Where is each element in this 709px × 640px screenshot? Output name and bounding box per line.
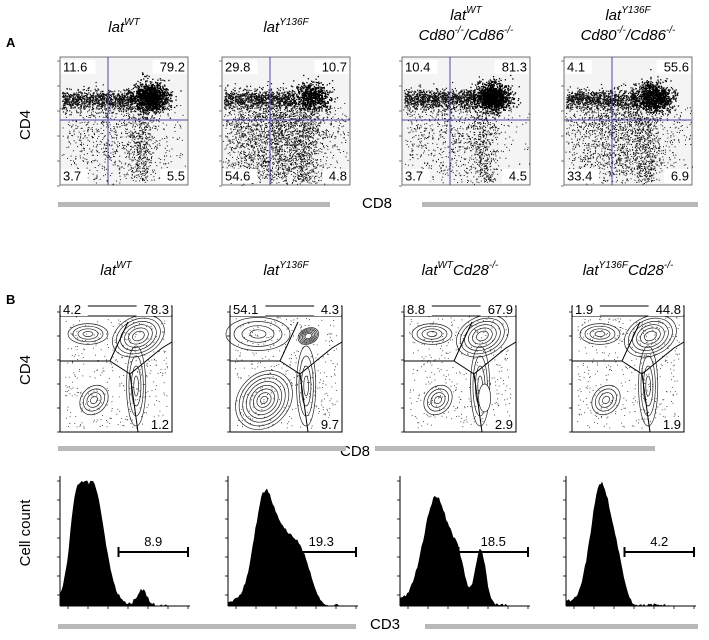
gate-bottom-right-value: 9.7 — [321, 417, 339, 432]
panel-a-x-axis-title: CD8 — [362, 195, 392, 212]
panel-b-y-axis-title: CD4 — [17, 355, 34, 385]
panel-a-plot-2: latY136F 29.8 10.7 54.6 4.8 — [219, 17, 350, 186]
panel-b-hist-y-axis-title: Cell count — [17, 499, 34, 567]
gate-top-left-value: 54.1 — [233, 302, 258, 317]
gate-bottom-right-value: 1.9 — [663, 417, 681, 432]
quadrant-bottom-right-value: 5.5 — [167, 169, 185, 184]
panel-a-plot-4-title-line2: Cd80-/-/Cd86-/- — [581, 25, 676, 44]
quadrant-top-right-value: 10.7 — [322, 60, 347, 75]
histogram-gate-value: 4.2 — [650, 534, 668, 549]
quadrant-top-right-value: 55.6 — [664, 60, 689, 75]
gate-top-right-value: 67.9 — [488, 302, 513, 317]
histogram-2: 19.3 — [225, 476, 358, 609]
panel-label-b: B — [6, 292, 15, 307]
quadrant-bottom-left-value: 3.7 — [63, 169, 81, 184]
quadrant-bottom-left-value: 54.6 — [225, 169, 250, 184]
quadrant-bottom-right-value: 4.5 — [509, 169, 527, 184]
panel-a-plot-2-title: latY136F — [263, 17, 309, 36]
quadrant-top-left-value: 11.6 — [63, 60, 87, 75]
panel-a-y-axis-title: CD4 — [17, 110, 34, 140]
gate-bottom-right-value: 2.9 — [495, 417, 513, 432]
panel-b-contour-plots: latWT 4.2 78.3 1.2 latY136F 54.1 4.3 9.7 latWTCd… — [57, 260, 684, 441]
panel-a-plots: latWT 11.6 79.2 3.7 5.5 latY136F 29.8 10.7 54.6 4… — [57, 5, 693, 186]
histogram-fill — [400, 496, 530, 606]
panel-b-hist-x-bar-right — [425, 624, 698, 629]
histogram-gate-value: 19.3 — [309, 534, 334, 549]
panel-a-x-bar-left — [58, 202, 330, 207]
panel-a-plot-4-title: latY136F — [605, 5, 651, 24]
panel-b-plot-2: latY136F 54.1 4.3 9.7 — [224, 260, 342, 441]
quadrant-top-left-value: 4.1 — [567, 60, 585, 75]
panel-label-a: A — [6, 35, 16, 50]
panel-b-plot-4-title: latY136FCd28-/- — [583, 260, 674, 279]
quadrant-bottom-left-value: 33.4 — [567, 169, 592, 184]
quadrant-top-left-value: 10.4 — [405, 60, 430, 75]
panel-b-plot-1: latWT 4.2 78.3 1.2 — [57, 260, 172, 432]
histogram-fill — [566, 482, 696, 606]
panel-b-plot-3: latWTCd28-/- 8.8 67.9 2.9 — [401, 260, 516, 432]
gate-top-left-value: 1.9 — [575, 302, 593, 317]
panel-b-plot-1-title: latWT — [100, 260, 132, 279]
panel-b-plot-frame — [60, 306, 172, 432]
gate-top-left-value: 8.8 — [407, 302, 425, 317]
panel-a-plot-frame — [402, 57, 530, 185]
panel-b-x-bar-right — [375, 446, 655, 451]
panel-b-plot-3-title: latWTCd28-/- — [422, 260, 499, 279]
gate-bottom-right-value: 1.2 — [151, 417, 169, 432]
panel-a-x-bar-right — [422, 202, 698, 207]
panel-b-hist-x-axis-title: CD3 — [370, 616, 400, 633]
gate-top-right-value: 44.8 — [656, 302, 681, 317]
quadrant-bottom-right-value: 4.8 — [329, 169, 347, 184]
panel-b-plot-frame — [404, 306, 516, 432]
gate-top-right-value: 4.3 — [321, 302, 339, 317]
histogram-fill — [228, 489, 358, 607]
quadrant-top-right-value: 79.2 — [160, 60, 185, 75]
panel-b-x-bar — [58, 446, 346, 451]
panel-a-plot-1: latWT 11.6 79.2 3.7 5.5 — [57, 17, 188, 186]
quadrant-bottom-right-value: 6.9 — [671, 169, 689, 184]
panel-a-plot-1-title: latWT — [108, 17, 140, 36]
panel-a-plot-3-title-line2: Cd80-/-/Cd86-/- — [419, 25, 514, 44]
panel-b-histograms: 8.9 19.3 18.5 4.2 — [57, 476, 696, 609]
quadrant-top-right-value: 81.3 — [502, 60, 527, 75]
panel-b-plot-2-title: latY136F — [263, 260, 309, 279]
histogram-fill — [60, 481, 190, 606]
gate-top-right-value: 78.3 — [144, 302, 169, 317]
histogram-gate-value: 18.5 — [481, 534, 506, 549]
quadrant-bottom-left-value: 3.7 — [405, 169, 423, 184]
histogram-gate-value: 8.9 — [144, 534, 162, 549]
gate-top-left-value: 4.2 — [63, 302, 81, 317]
panel-b-hist-x-bar-left — [58, 624, 356, 629]
panel-a-plot-3-title: latWT — [450, 5, 482, 24]
histogram-1: 8.9 — [57, 476, 190, 609]
histogram-4: 4.2 — [563, 476, 696, 609]
panel-b-plot-4: latY136FCd28-/- 1.9 44.8 1.9 — [569, 260, 684, 432]
quadrant-top-left-value: 29.8 — [225, 60, 250, 75]
histogram-3: 18.5 — [397, 476, 530, 609]
panel-b-x-axis-title: CD8 — [340, 443, 370, 460]
